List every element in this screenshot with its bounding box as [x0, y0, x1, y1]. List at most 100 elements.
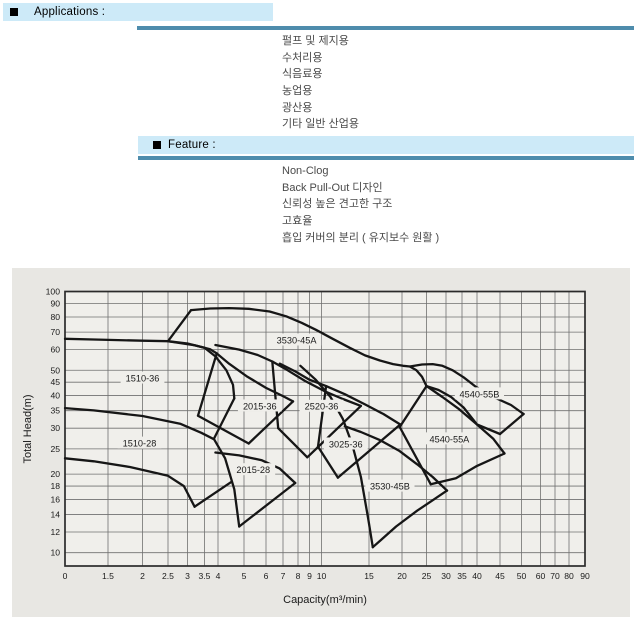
x-tick-label: 35 — [457, 571, 467, 581]
x-tick-label: 25 — [422, 571, 432, 581]
feature-header-bar: Feature : — [138, 136, 634, 154]
pump-performance-chart: 1510-36 1510-28 2015-36 2015-28 2520-36 3025-… — [12, 268, 630, 617]
y-tick-label: 16 — [50, 494, 60, 504]
x-tick-label: 45 — [495, 571, 505, 581]
y-tick-label: 18 — [50, 481, 60, 491]
x-tick-label: 30 — [441, 571, 451, 581]
curve-label: 1510-28 — [123, 438, 157, 448]
list-item: Non-Clog — [282, 165, 329, 177]
pump-curve-3530-45A — [398, 384, 428, 429]
plot-area — [65, 291, 585, 566]
curve-label-bg — [271, 333, 322, 346]
pump-curve-3530-45A — [166, 308, 193, 343]
list-item: Back Pull-Out 디자인 — [282, 181, 383, 194]
chart-svg: 1510-36 1510-28 2015-36 2015-28 2520-36 3025-… — [22, 287, 590, 606]
list-item: 광산용 — [282, 101, 313, 114]
y-tick-label: 30 — [50, 423, 60, 433]
x-tick-label: 15 — [364, 571, 374, 581]
curve-label-bg — [120, 371, 165, 384]
list-item: 농업용 — [282, 85, 313, 98]
x-tick-label: 10 — [317, 571, 327, 581]
curve-label-bg — [299, 399, 344, 412]
x-tick-label: 4 — [216, 571, 221, 581]
curve-label: 4540-55B — [459, 389, 499, 399]
y-axis-title: Total Head(m) — [22, 394, 34, 463]
y-tick-label: 12 — [50, 527, 60, 537]
y-tick-label: 14 — [50, 510, 60, 520]
pump-curve-3530-45B — [343, 425, 449, 492]
curve-label-bg — [365, 479, 415, 492]
y-tick-label: 45 — [50, 377, 60, 387]
x-tick-label: 7 — [281, 571, 286, 581]
pump-curve-2015-36 — [196, 414, 250, 445]
x-tick-label: 60 — [536, 571, 546, 581]
pump-curve-3025-36 — [316, 445, 340, 479]
y-tick-label: 40 — [50, 391, 60, 401]
curve-label: 3025-36 — [329, 439, 363, 449]
pump-curve-3025-36 — [336, 423, 402, 479]
pump-curve-2015-36 — [166, 340, 295, 403]
list-item: 신뢰성 높은 견고한 구조 — [282, 198, 393, 211]
pump-curve-4540-55B — [408, 362, 525, 416]
x-tick-label: 1.5 — [102, 571, 114, 581]
x-tick-label: 8 — [296, 571, 301, 581]
applications-header-bar: Applications : — [3, 3, 273, 21]
x-tick-label: 2 — [140, 571, 145, 581]
x-axis-title: Capacity(m³/min) — [283, 594, 367, 606]
y-tick-label: 90 — [50, 299, 60, 309]
x-tick-label: 5 — [242, 571, 247, 581]
pump-curve-1510-36 — [212, 397, 236, 440]
x-tick-label: 20 — [397, 571, 407, 581]
y-tick-label: 35 — [50, 406, 60, 416]
curve-label: 3530-45A — [277, 335, 318, 345]
y-tick-label: 20 — [50, 469, 60, 479]
curve-label: 4540-55A — [429, 434, 470, 444]
y-tick-label: 80 — [50, 312, 60, 322]
pump-curve-4540-55B — [425, 384, 502, 436]
applications-underline — [137, 26, 634, 30]
pump-curve-2015-28 — [238, 481, 297, 528]
curve-label: 2015-28 — [236, 465, 270, 475]
pump-curve-1510-28 — [63, 457, 196, 508]
curve-label: 2015-36 — [243, 401, 277, 411]
pump-curve-3530-45B — [371, 489, 449, 549]
y-tick-label: 10 — [50, 548, 60, 558]
x-tick-label: 90 — [580, 571, 590, 581]
pump-curve-2520-36 — [306, 404, 363, 459]
curve-label: 1510-36 — [126, 373, 160, 383]
x-tick-label: 9 — [307, 571, 312, 581]
y-tick-label: 25 — [50, 444, 60, 454]
feature-underline — [138, 156, 634, 160]
pump-curve-2520-36 — [271, 360, 280, 430]
pump-curve-3025-36 — [316, 384, 328, 448]
curve-label-bg — [424, 432, 475, 445]
applications-list: 펄프 및 제지용 수처리용 식음료용 농업용 광산용 기타 일반 산업용 — [282, 33, 359, 133]
plot-border — [64, 290, 586, 567]
x-tick-label: 80 — [564, 571, 574, 581]
x-tick-label: 40 — [472, 571, 482, 581]
x-tick-label: 3 — [185, 571, 190, 581]
list-item: 식음료용 — [282, 68, 323, 81]
pump-curve-4540-55A — [429, 452, 506, 486]
pump-curve-2015-28 — [214, 451, 297, 485]
pump-curve-2015-36 — [196, 352, 218, 417]
x-tick-label: 2.5 — [162, 571, 174, 581]
curve-label: 3530-45B — [370, 481, 410, 491]
curve-label-bg — [454, 387, 505, 400]
curve-label-bg — [117, 436, 162, 449]
list-item: 기타 일반 산업용 — [282, 118, 359, 131]
pump-curve-3025-36 — [278, 362, 402, 426]
curve-label: 2520-36 — [305, 402, 339, 412]
curve-label-bg — [323, 437, 368, 450]
curve-label-bg — [231, 463, 276, 476]
black-square-icon — [10, 8, 18, 16]
list-item: 수처리용 — [282, 51, 323, 64]
pump-curve-2015-36 — [247, 400, 295, 445]
pump-curve-2520-36 — [277, 427, 309, 459]
x-tick-label: 70 — [550, 571, 560, 581]
pump-curve-1510-28 — [193, 480, 233, 508]
pump-curve-1510-36 — [63, 406, 241, 528]
x-tick-label: 6 — [264, 571, 269, 581]
pump-curve-4540-55B — [498, 412, 525, 436]
